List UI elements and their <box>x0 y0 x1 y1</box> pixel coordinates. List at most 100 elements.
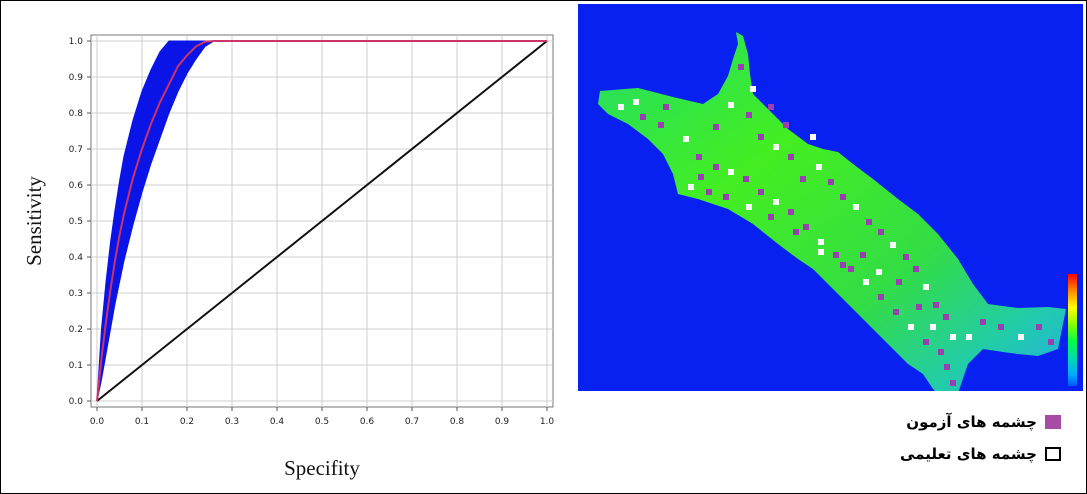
test-spring-point <box>943 314 949 320</box>
watershed-region <box>598 32 1066 391</box>
x-tick-label: 0.3 <box>225 417 239 427</box>
training-spring-point <box>950 334 956 340</box>
test-spring-point <box>896 279 902 285</box>
training-spring-point <box>728 169 734 175</box>
test-spring-point <box>768 214 774 220</box>
training-spring-point <box>728 102 734 108</box>
test-spring-point <box>738 64 744 70</box>
test-spring-point <box>788 209 794 215</box>
y-tick-label: 0.8 <box>69 109 84 119</box>
test-spring-point <box>640 114 646 120</box>
legend-label-training: چشمه های تعلیمی <box>899 445 1037 463</box>
test-spring-point <box>743 176 749 182</box>
y-tick-label: 0.5 <box>69 217 83 227</box>
x-tick-label: 0.6 <box>360 417 375 427</box>
training-spring-point <box>633 99 639 105</box>
spring-points-layer <box>618 64 1054 386</box>
x-tick-label: 1.0 <box>540 417 555 427</box>
legend-swatch-training <box>1045 447 1061 461</box>
y-tick-label: 0.7 <box>69 145 83 155</box>
training-spring-point <box>773 199 779 205</box>
training-spring-point <box>966 334 972 340</box>
roc-chart: 0.0 0.1 0.2 0.3 0.4 0.5 0.6 0.7 0.8 0.9 1.0 0.0 0.1 0… <box>13 19 573 489</box>
test-spring-point <box>803 224 809 230</box>
test-spring-point <box>860 252 866 258</box>
susceptibility-map <box>578 4 1083 391</box>
training-spring-point <box>930 324 936 330</box>
test-spring-point <box>980 319 986 325</box>
test-spring-point <box>878 229 884 235</box>
color-ramp-legend <box>1068 274 1077 386</box>
test-spring-point <box>848 266 854 272</box>
x-tick-label: 0.1 <box>135 417 149 427</box>
training-spring-point <box>746 204 752 210</box>
test-spring-point <box>658 122 664 128</box>
x-tick-label: 0.9 <box>495 417 510 427</box>
test-spring-point <box>713 124 719 130</box>
test-spring-point <box>800 176 806 182</box>
training-spring-point <box>816 164 822 170</box>
training-spring-point <box>863 279 869 285</box>
x-tick-label: 0.5 <box>315 417 329 427</box>
test-spring-point <box>783 122 789 128</box>
legend-label-test: چشمه های آزمون <box>906 413 1037 431</box>
training-spring-point <box>618 104 624 110</box>
test-spring-point <box>828 179 834 185</box>
y-tick-label: 1.0 <box>69 37 84 47</box>
training-spring-point <box>688 184 694 190</box>
test-spring-point <box>933 302 939 308</box>
training-spring-point <box>818 249 824 255</box>
test-spring-point <box>833 252 839 258</box>
test-spring-point <box>696 154 702 160</box>
test-spring-point <box>706 189 712 195</box>
test-spring-point <box>758 134 764 140</box>
training-spring-point <box>923 284 929 290</box>
test-spring-point <box>840 262 846 268</box>
map-svg <box>598 32 1077 391</box>
y-tick-label: 0.4 <box>69 253 84 263</box>
test-spring-point <box>746 112 752 118</box>
test-spring-point <box>878 294 884 300</box>
y-tick-label: 0.1 <box>69 361 83 371</box>
test-spring-point <box>1048 339 1054 345</box>
ticks-layer: 0.0 0.1 0.2 0.3 0.4 0.5 0.6 0.7 0.8 0.9 1.0 0.0 0.1 0… <box>69 37 555 427</box>
training-spring-point <box>890 242 896 248</box>
training-spring-point <box>810 134 816 140</box>
test-spring-point <box>1036 324 1042 330</box>
test-spring-point <box>913 266 919 272</box>
test-spring-point <box>923 339 929 345</box>
test-spring-point <box>723 194 729 200</box>
reference-diagonal-line <box>96 40 548 402</box>
lines-layer <box>96 40 548 402</box>
training-spring-point <box>683 136 689 142</box>
x-axis-title: Specifity <box>284 456 360 480</box>
test-spring-point <box>866 219 872 225</box>
y-tick-label: 0.2 <box>69 325 83 335</box>
test-spring-point <box>938 349 944 355</box>
x-tick-label: 0.7 <box>405 417 419 427</box>
y-tick-label: 0.3 <box>69 289 83 299</box>
training-spring-point <box>773 144 779 150</box>
x-tick-label: 0.2 <box>180 417 194 427</box>
x-tick-label: 0.8 <box>450 417 465 427</box>
test-spring-point <box>998 324 1004 330</box>
test-spring-point <box>840 194 846 200</box>
test-spring-point <box>713 164 719 170</box>
test-spring-point <box>793 229 799 235</box>
test-spring-point <box>698 174 704 180</box>
map-legend: چشمه های آزمون چشمه های تعلیمی <box>761 399 1061 479</box>
test-spring-point <box>768 104 774 110</box>
training-spring-point <box>750 86 756 92</box>
roc-chart-svg: 0.0 0.1 0.2 0.3 0.4 0.5 0.6 0.7 0.8 0.9 1.0 0.0 0.1 0… <box>22 34 555 480</box>
x-tick-label: 0.4 <box>270 417 285 427</box>
roc-curve-line <box>96 40 547 402</box>
test-spring-point <box>950 380 956 386</box>
y-tick-label: 0.6 <box>69 181 84 191</box>
y-tick-label: 0.9 <box>69 73 84 83</box>
training-spring-point <box>908 324 914 330</box>
training-spring-point <box>853 204 859 210</box>
test-spring-point <box>663 104 669 110</box>
test-spring-point <box>944 364 950 370</box>
training-spring-point <box>818 239 824 245</box>
